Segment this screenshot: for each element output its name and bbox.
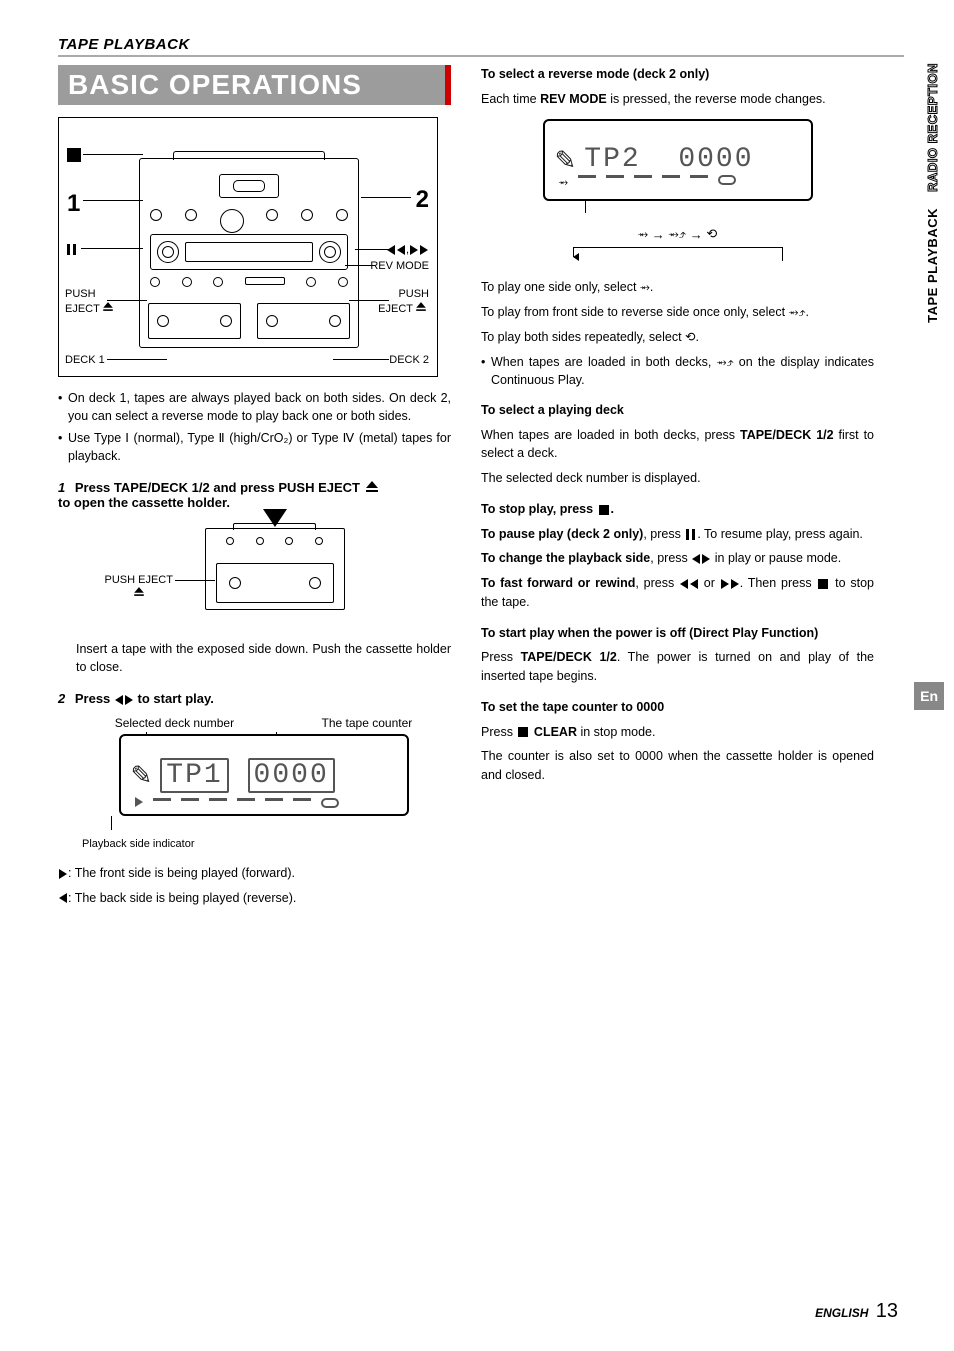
stereo-body [139,158,359,348]
down-arrow-icon [263,509,287,527]
callout-1: 1 [67,190,80,218]
playback-side-caption: Playback side indicator [82,838,451,850]
deck2-label: DECK 2 [389,354,429,366]
step-1: 1 Press TAPE/DECK 1/2 and press PUSH EJE… [58,480,451,510]
play-reverse-icon [59,893,67,903]
direct-play-desc: Press TAPE/DECK 1/2. The power is turned… [481,648,874,686]
language-tab: En [914,682,944,710]
play-front-reverse: To play from front side to reverse side … [481,303,874,322]
rev-mode-label: REV MODE [370,260,429,272]
step-number: 2 [58,691,65,706]
divider [58,55,904,57]
tab-radio-reception: RADIO RECEPTION [923,55,942,200]
deck1-label: DECK 1 [65,354,105,366]
push-eject-left-label: PUSHEJECT [65,288,116,316]
pause-icon [65,242,78,256]
stereo-diagram: 1 PUSHEJECT DECK 1 2 , REV MODE PUSHEJEC… [58,117,438,377]
rwff-label: , [386,244,429,256]
pause-desc: To pause play (deck 2 only), press . To … [481,525,874,544]
step-number: 1 [58,480,65,495]
stop-icon [67,148,81,162]
change-side-desc: To change the playback side, press in pl… [481,549,874,568]
stop-icon [518,727,528,737]
callout-2: 2 [416,186,429,214]
push-eject-diagram: PUSH EJECT [145,520,365,630]
info-bullets: On deck 1, tapes are always played back … [58,389,451,466]
heading-reverse-mode: To select a reverse mode (deck 2 only) [481,65,874,84]
bullet-item: Use Type Ⅰ (normal), Type Ⅱ (high/CrO₂) … [58,429,451,465]
rev-mode-desc: Each time REV MODE is pressed, the rever… [481,90,874,109]
stop-icon [599,505,609,515]
section-header: TAPE PLAYBACK [58,36,904,53]
bullet-item: On deck 1, tapes are always played back … [58,389,451,425]
play-one-side: To play one side only, select ⥇. [481,278,874,297]
lcd-captions: Selected deck number The tape counter [76,716,451,730]
play-both-sides: To play both sides repeatedly, select ⟲. [481,328,874,347]
tab-tape-playback: TAPE PLAYBACK [923,200,942,331]
continuous-play-note: When tapes are loaded in both decks, ⥇⤴ … [481,353,874,389]
step-text: Press TAPE/DECK 1/2 and press PUSH EJECT… [58,480,380,510]
side-tabs: RADIO RECEPTION TAPE PLAYBACK [923,55,942,331]
stop-icon [818,579,828,589]
select-deck-desc2: The selected deck number is displayed. [481,469,874,488]
counter-reset-desc2: The counter is also set to 0000 when the… [481,747,874,785]
heading-stop-play: To stop play, press . [481,500,874,519]
pause-icon [686,529,695,540]
eject-icon [366,481,378,492]
select-deck-desc: When tapes are loaded in both decks, pre… [481,426,874,464]
lcd-ornament-icon: ✎ [555,147,577,173]
reverse-indicator-line: : The back side is being played (reverse… [58,889,451,908]
counter-reset-desc: Press CLEAR in stop mode. [481,723,874,742]
step1-note: Insert a tape with the exposed side down… [76,640,451,678]
step-text: Press to start play. [75,691,214,706]
title-bar: BASIC OPERATIONS [58,65,451,105]
reverse-mode-cycle: ⥇ → ⥇⤴ → ⟲ [481,225,874,265]
playback-side-arrow-icon [135,797,143,807]
ff-rew-desc: To fast forward or rewind, press or . Th… [481,574,874,612]
push-eject-caption: PUSH EJECT [105,574,173,600]
footer-language: ENGLISH [815,1306,868,1320]
lcd-display-1: ✎ TP1 0000 [119,734,409,816]
page-title: BASIC OPERATIONS [68,69,437,101]
lcd-ornament-icon: ✎ [131,762,153,788]
heading-select-deck: To select a playing deck [481,401,874,420]
forward-indicator-line: : The front side is being played (forwar… [58,864,451,883]
lcd-display-2: ✎ TP2 0000 ⥇ [543,119,813,201]
step-2: 2 Press to start play. [58,691,451,706]
footer-page-number: 13 [876,1300,898,1322]
heading-direct-play: To start play when the power is off (Dir… [481,624,874,643]
page-footer: ENGLISH 13 [815,1300,898,1323]
heading-tape-counter: To set the tape counter to 0000 [481,698,874,717]
push-eject-right-label: PUSHEJECT [378,288,429,316]
play-forward-icon [59,869,67,879]
